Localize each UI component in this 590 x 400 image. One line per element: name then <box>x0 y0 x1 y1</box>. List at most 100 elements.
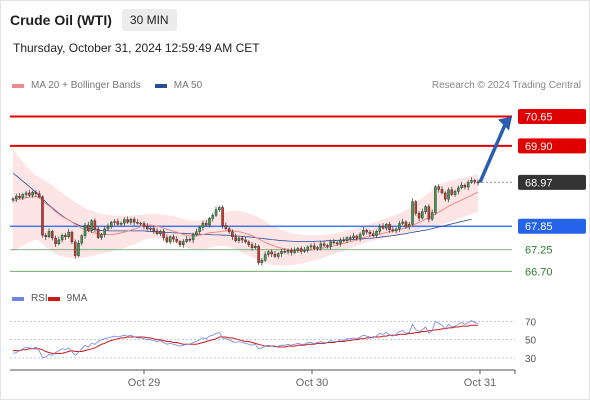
candle-body <box>394 228 398 232</box>
candle-body <box>322 243 326 246</box>
candle-body <box>411 201 414 225</box>
candle-body <box>240 237 244 241</box>
candle-body <box>443 192 447 200</box>
candle-body <box>263 254 267 261</box>
candle-body <box>335 242 339 244</box>
candle-body <box>391 229 395 232</box>
candle-body <box>473 180 476 183</box>
candle-body <box>139 222 142 225</box>
candle-body <box>237 237 241 241</box>
candle-body <box>168 236 172 243</box>
candle-body <box>116 221 120 225</box>
candle-body <box>93 220 97 230</box>
candle-body <box>316 247 319 249</box>
level-box-69-90 <box>518 138 586 154</box>
candle-body <box>103 228 106 235</box>
level-label-70-65: 70.65 <box>525 112 553 124</box>
candle-body <box>457 187 460 192</box>
candle-body <box>129 218 133 223</box>
level-box-70-65 <box>518 109 586 125</box>
candle-body <box>273 253 277 257</box>
candle-body <box>296 248 300 251</box>
candle-body <box>47 231 51 238</box>
candle-body <box>345 237 349 241</box>
candle-body <box>178 241 182 245</box>
chart-header: Crude Oil (WTI) 30 MIN <box>10 8 177 32</box>
candle-body <box>182 241 185 245</box>
rsi-line <box>12 320 479 359</box>
candle-body <box>201 222 205 228</box>
candle-body <box>175 238 178 242</box>
candle-body <box>352 235 355 239</box>
x-tick-label: Oct 30 <box>296 377 328 389</box>
x-tick-label: Oct 29 <box>128 377 160 389</box>
candle-body <box>470 180 473 183</box>
candle-body <box>450 189 454 195</box>
candle-body <box>434 186 437 213</box>
candle-body <box>211 215 215 219</box>
candle-body <box>119 222 123 225</box>
ma50-swatch <box>154 83 167 88</box>
candle-body <box>280 251 283 254</box>
candle-body <box>188 238 192 241</box>
candle-body <box>417 213 421 219</box>
candle-body <box>349 237 352 239</box>
candle-body <box>218 207 221 210</box>
candle-body <box>60 235 64 241</box>
candle-body <box>398 223 401 230</box>
candle-body <box>142 223 146 227</box>
x-tick-label: Oct 31 <box>464 377 496 389</box>
candle-body <box>24 192 28 195</box>
candle-body <box>159 231 162 234</box>
candle-body <box>44 235 48 238</box>
instrument-title: Crude Oil (WTI) <box>10 12 112 28</box>
provider-credit: Research © 2024 Trading Central <box>431 80 581 91</box>
candle-body <box>123 219 126 224</box>
candle-body <box>214 209 218 216</box>
candle-body <box>191 234 195 241</box>
candle-body <box>283 251 287 253</box>
candle-body <box>401 221 404 224</box>
legend-ma20: MA 20 + Bollinger Bands <box>31 80 141 91</box>
legend-rsi-ma: 9MA <box>66 293 88 304</box>
level-label-67-85: 67.85 <box>525 221 553 233</box>
candle-body <box>15 195 18 200</box>
candle-body <box>355 235 359 239</box>
target-arrow-shaft <box>478 121 508 184</box>
candle-body <box>83 224 87 236</box>
candle-body <box>70 231 74 243</box>
candle-body <box>250 244 254 248</box>
legend-ma50: MA 50 <box>173 80 203 91</box>
price-legend: MA 20 + Bollinger Bands MA 50 <box>12 80 202 91</box>
candle-body <box>378 226 382 232</box>
candle-body <box>185 238 188 242</box>
candle-body <box>77 242 80 256</box>
candle-body <box>463 184 467 188</box>
rsi-legend: RSI 9MA <box>12 293 87 304</box>
candle-body <box>254 246 257 248</box>
candle-body <box>247 241 251 245</box>
candle-body <box>96 228 100 238</box>
candle-body <box>421 211 424 219</box>
interval-badge[interactable]: 30 MIN <box>121 9 177 31</box>
candle-body <box>466 182 470 188</box>
candle-body <box>313 245 316 249</box>
candle-body <box>270 251 273 255</box>
candle-body <box>73 241 77 256</box>
rsi-ma-line <box>13 324 478 354</box>
candle-body <box>326 245 329 247</box>
candle-body <box>34 191 38 194</box>
candle-body <box>109 222 113 227</box>
bollinger-band <box>13 149 478 266</box>
candle-body <box>155 230 159 234</box>
candle-body <box>476 181 480 184</box>
candle-body <box>234 236 237 241</box>
level-label-69-90: 69.90 <box>525 141 553 153</box>
rsi-tick-70: 70 <box>525 318 537 329</box>
candle-body <box>371 233 375 236</box>
candle-body <box>306 246 309 251</box>
candle-body <box>100 234 103 238</box>
candle-body <box>64 235 67 238</box>
candle-body <box>204 222 208 226</box>
